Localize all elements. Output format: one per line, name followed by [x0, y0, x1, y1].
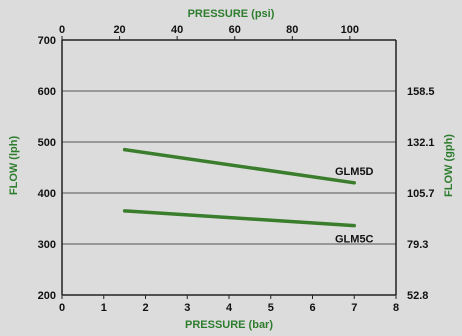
x-top-tick-label: 60 [229, 24, 241, 36]
series-layer [122, 147, 356, 228]
y-right-tick-label: 158.5 [407, 86, 435, 98]
x-top-tick-label: 100 [341, 24, 359, 36]
grid-layer [62, 39, 396, 245]
x-bottom-tick-label: 0 [59, 302, 65, 314]
x-top-axis-title: PRESSURE (psi) [188, 8, 275, 20]
y-right-tick-label: 105.7 [407, 188, 435, 200]
y-left-tick-label: 400 [38, 188, 56, 200]
y-right-axis-title: FLOW (gph) [443, 134, 455, 197]
y-left-tick-label: 200 [38, 290, 56, 302]
x-top-tick-label: 80 [286, 24, 298, 36]
x-bottom-tick-label: 2 [142, 302, 148, 314]
y-right-tick-label: 52.8 [407, 290, 428, 302]
y-right-tick-label: 79.3 [407, 239, 428, 251]
x-bottom-tick-label: 5 [268, 302, 274, 314]
x-bottom-tick-label: 4 [226, 302, 233, 314]
series-line-glm5d [122, 147, 356, 185]
y-right-tick-label: 132.1 [407, 137, 435, 149]
x-bottom-tick-label: 8 [393, 302, 399, 314]
y-left-tick-label: 500 [38, 137, 56, 149]
x-bottom-tick-label: 6 [309, 302, 315, 314]
x-top-tick-label: 0 [59, 24, 65, 36]
series-label-glm5d: GLM5D [335, 166, 374, 178]
x-top-tick-label: 20 [113, 24, 125, 36]
y-left-tick-label: 300 [38, 239, 56, 251]
y-left-axis-title: FLOW (lph) [8, 136, 20, 196]
x-top-tick-label: 40 [171, 24, 183, 36]
series-line-glm5c [122, 209, 356, 228]
label-layer: 0 1 2 3 4 5 6 7 80 20 40 60 80 1002003004005006007005… [8, 8, 455, 331]
y-left-tick-label: 600 [38, 86, 56, 98]
series-label-glm5c: GLM5C [335, 234, 374, 246]
x-bottom-tick-label: 3 [184, 302, 190, 314]
x-bottom-tick-label: 1 [101, 302, 107, 314]
x-bottom-tick-label: 7 [351, 302, 357, 314]
x-bottom-axis-title: PRESSURE (bar) [185, 319, 273, 331]
y-left-tick-label: 700 [38, 35, 56, 47]
axis-layer [61, 36, 397, 299]
